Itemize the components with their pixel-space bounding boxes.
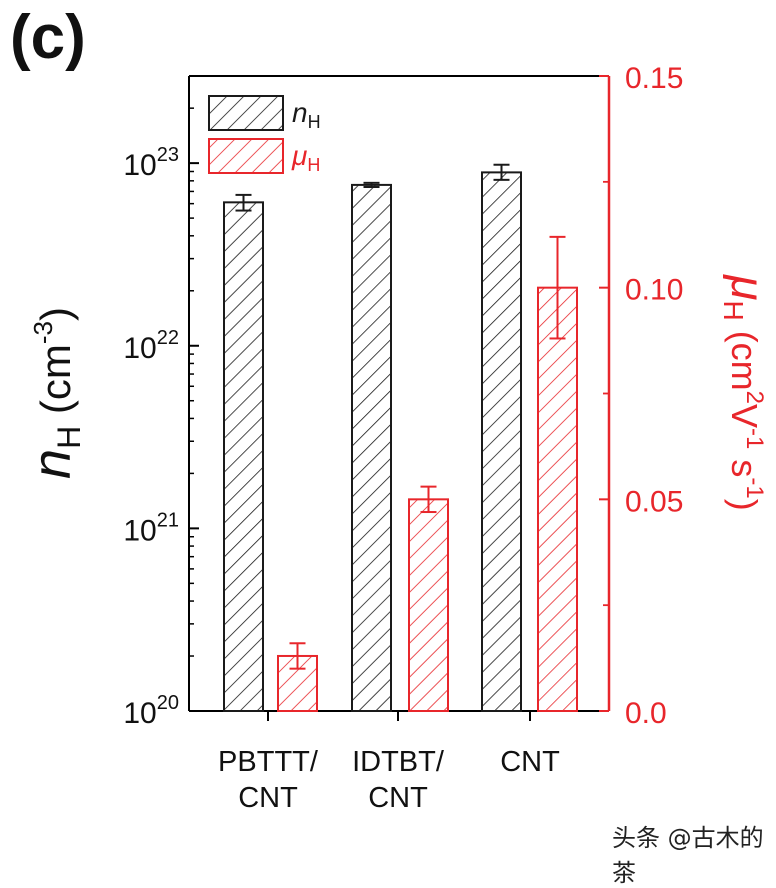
bar-n-h xyxy=(351,183,392,712)
panel-label: (c) xyxy=(10,3,86,72)
category-label: PBTTT/CNT xyxy=(218,746,319,814)
legend-label: nH xyxy=(292,97,321,132)
legend-label: μH xyxy=(291,140,320,175)
right-tick-label: 0.10 xyxy=(625,274,683,307)
bar-n-h xyxy=(223,201,264,712)
category-label: CNT xyxy=(500,746,560,778)
right-tick-label: 0.05 xyxy=(625,485,683,518)
legend-swatch xyxy=(208,138,284,174)
left-tick-label: 1021 xyxy=(123,509,179,547)
left-tick-label: 1022 xyxy=(123,327,179,365)
legend-swatch xyxy=(208,95,284,131)
right-tick-label: 0.0 xyxy=(625,697,667,730)
chart: 1020 1021 1022 1023 0.0 0.05 0.10 0.15 PBTTT/CNT… xyxy=(22,62,774,814)
left-axis-label: nH (cm-3) xyxy=(22,307,87,479)
watermark: 头条 @古木的茶 xyxy=(612,824,764,887)
right-tick-label: 0.15 xyxy=(625,62,683,95)
right-axis-label: μH (cm2V-1 s-1) xyxy=(718,274,774,511)
bar-n-h xyxy=(481,171,522,713)
left-tick-label: 1023 xyxy=(123,144,179,182)
left-tick-label: 1020 xyxy=(123,692,179,730)
category-label: IDTBT/CNT xyxy=(352,746,445,814)
bar-mu-h xyxy=(537,286,578,712)
bar-mu-h xyxy=(408,498,449,713)
